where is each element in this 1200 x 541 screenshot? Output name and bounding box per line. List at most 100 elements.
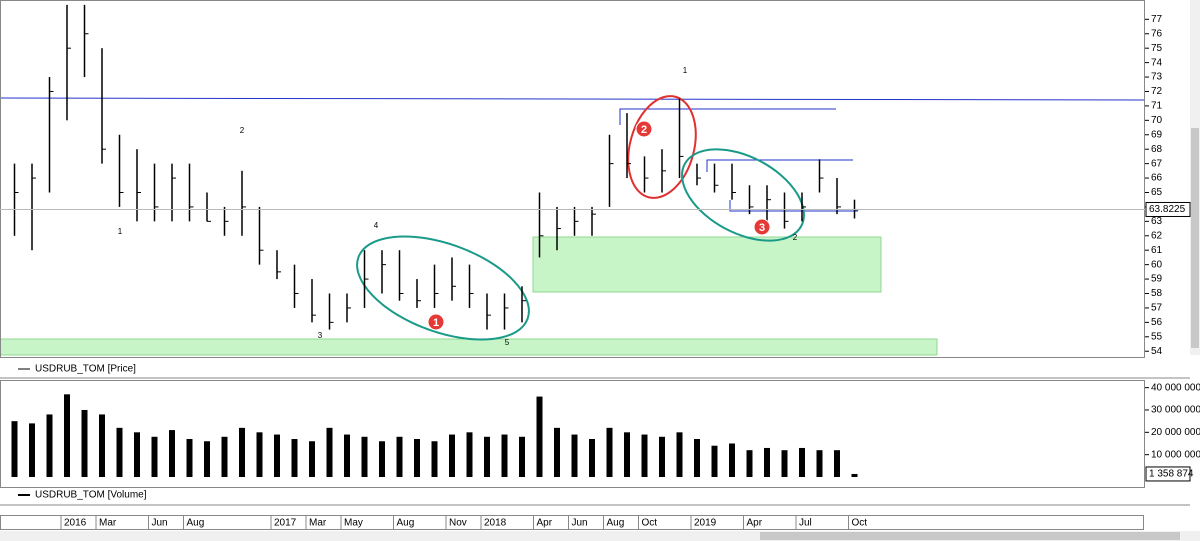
last-price-box — [1145, 201, 1191, 217]
volume-bar — [431, 441, 438, 477]
x-tick-label: Aug — [607, 518, 625, 529]
x-tick-label: Jul — [799, 518, 812, 529]
x-tick-label: May — [344, 518, 363, 529]
volume-bar — [64, 394, 70, 477]
volume-bar — [484, 436, 490, 477]
marker-label: 3 — [759, 222, 765, 234]
volume-bar — [29, 423, 35, 477]
volume-bar — [449, 434, 455, 477]
volume-bar — [256, 432, 263, 477]
range-line — [706, 159, 853, 172]
volume-bar — [239, 427, 245, 477]
x-tick-label: 2016 — [64, 518, 87, 529]
y-tick-label: 68 — [1151, 144, 1163, 155]
volume-bar — [589, 439, 595, 477]
volume-label-box — [1145, 466, 1191, 482]
legend-text: USDRUB_TOM [Price] — [35, 364, 136, 375]
x-tick-label: Oct — [852, 518, 868, 529]
support-zone — [0, 338, 938, 356]
y-tick-label: 62 — [1151, 230, 1163, 241]
x-tick-label: Aug — [187, 518, 205, 529]
volume-bar — [659, 436, 665, 477]
volume-bar — [116, 427, 123, 477]
x-tick-label: 2017 — [274, 518, 297, 529]
x-tick-label: Mar — [309, 518, 327, 529]
volume-bar — [554, 427, 560, 477]
x-tick-label: Jun — [572, 518, 588, 529]
marker-label: 2 — [641, 124, 647, 136]
highlight-ellipse — [356, 235, 530, 341]
x-tick-label: Mar — [99, 518, 117, 529]
y-tick-label: 40 000 000 — [1151, 382, 1200, 393]
marker-badge — [635, 120, 653, 138]
volume-bar — [746, 450, 753, 477]
volume-bar — [501, 434, 508, 477]
volume-bar — [799, 447, 805, 477]
y-tick-label: 69 — [1151, 129, 1163, 140]
x-tick-label: 2019 — [694, 518, 717, 529]
scrollbar[interactable] — [0, 531, 1200, 541]
annotation: 1 — [683, 66, 688, 75]
marker-badge — [427, 313, 445, 331]
y-tick-label: 77 — [1151, 14, 1163, 25]
volume-bar — [379, 441, 385, 477]
volume-bar — [309, 441, 315, 477]
x-tick-label: Oct — [642, 518, 658, 529]
annotation: 2 — [793, 233, 798, 242]
volume-bar — [99, 414, 105, 477]
volume-panel-frame — [0, 380, 1145, 488]
volume-bar — [221, 436, 228, 477]
y-tick-label: 74 — [1151, 57, 1163, 68]
volume-bar — [326, 427, 333, 477]
y-tick-label: 58 — [1151, 288, 1163, 299]
legend-text: USDRUB_TOM [Volume] — [35, 490, 147, 501]
volume-bar — [204, 441, 210, 477]
volume-bar — [676, 432, 683, 477]
x-tick-label: Apr — [747, 518, 763, 529]
y-tick-label: 61 — [1151, 245, 1163, 256]
y-tick-label: 20 000 000 — [1151, 427, 1200, 438]
y-tick-label: 59 — [1151, 274, 1163, 285]
volume-bar — [169, 430, 175, 477]
volume-bar — [396, 436, 403, 477]
volume-bar — [816, 450, 823, 477]
volume-bar — [151, 436, 158, 477]
y-tick-label: 10 000 000 — [1151, 449, 1200, 460]
volume-bar — [274, 434, 280, 477]
volume-bar — [729, 443, 735, 477]
time-axis — [0, 515, 1144, 530]
volume-bar — [694, 439, 700, 477]
volume-bar — [11, 421, 18, 477]
volume-bar — [571, 434, 578, 477]
x-tick-label: 2018 — [484, 518, 507, 529]
volume-bar — [519, 436, 525, 477]
marker-badge — [753, 218, 771, 236]
volume-bar — [81, 409, 88, 477]
y-tick-label: 63 — [1151, 216, 1163, 227]
volume-bar — [851, 473, 858, 477]
resistance-line — [0, 97, 1146, 101]
x-tick-label: Nov — [449, 518, 467, 529]
annotation: 4 — [374, 221, 379, 230]
y-tick-label: 65 — [1151, 187, 1163, 198]
volume-bar — [466, 432, 473, 477]
volume-bar — [624, 432, 630, 477]
y-tick-label: 54 — [1151, 346, 1163, 357]
support-zone — [532, 236, 882, 293]
y-tick-label: 66 — [1151, 173, 1163, 184]
volume-bar — [834, 450, 840, 477]
y-tick-label: 56 — [1151, 317, 1163, 328]
scroll-thumb[interactable] — [760, 532, 1180, 540]
scroll-thumb[interactable] — [1191, 128, 1199, 348]
last-price-label: 63.8225 — [1149, 204, 1186, 215]
x-tick-label: Jun — [152, 518, 168, 529]
y-tick-label: 57 — [1151, 303, 1163, 314]
annotation: 1 — [118, 227, 123, 236]
price-panel-frame — [0, 0, 1145, 358]
y-tick-label: 71 — [1151, 101, 1163, 112]
volume-label: 1 358 874 — [1149, 469, 1194, 480]
annotation: 3 — [318, 331, 323, 340]
y-tick-label: 30 000 000 — [1151, 405, 1200, 416]
volume-bar — [186, 439, 193, 477]
y-tick-label: 60 — [1151, 259, 1163, 270]
